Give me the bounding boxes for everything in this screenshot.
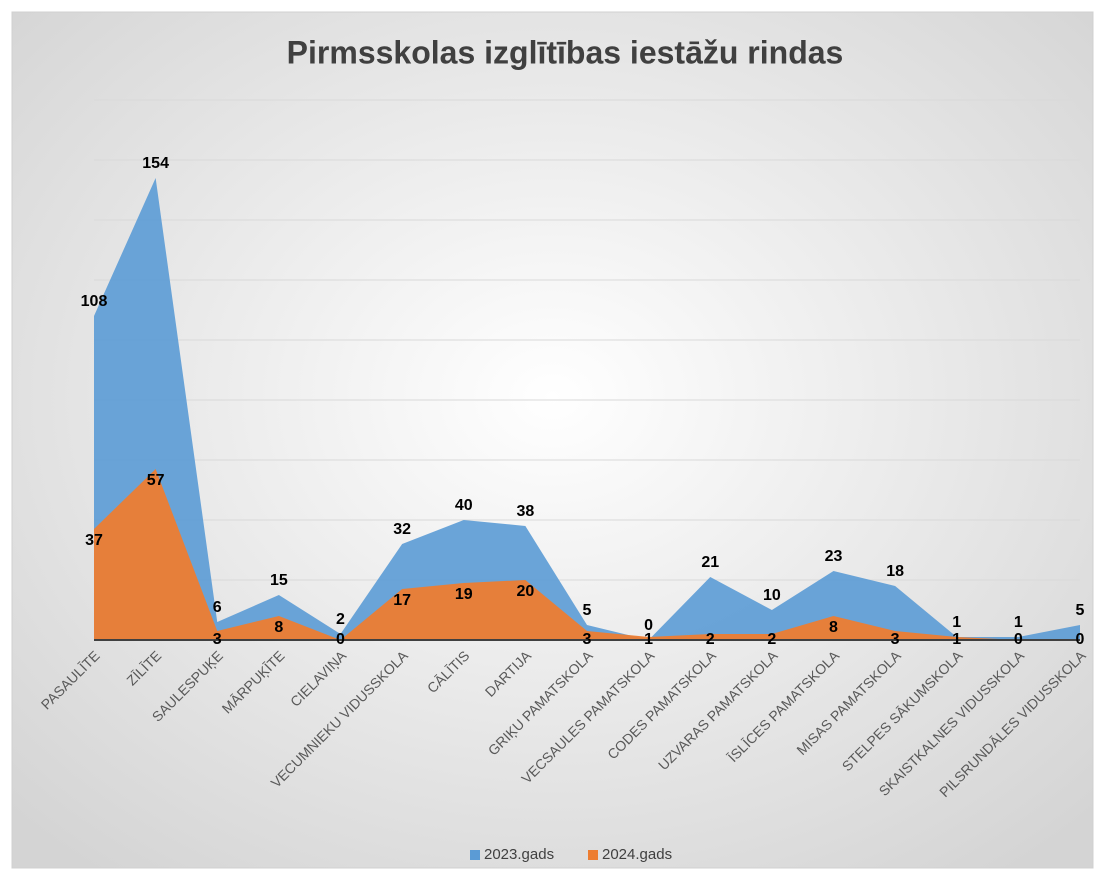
data-label: 2	[767, 631, 776, 648]
data-label: 1	[952, 631, 961, 648]
data-label: 2	[706, 631, 715, 648]
data-label: 10	[763, 587, 781, 604]
data-label: 0	[336, 631, 345, 648]
data-label: 17	[393, 592, 411, 609]
data-label: 3	[213, 631, 222, 648]
data-label: 40	[455, 497, 473, 514]
data-label: 23	[825, 548, 843, 565]
data-label: 1	[644, 631, 653, 648]
data-label: 8	[829, 619, 838, 636]
data-label: 19	[455, 586, 473, 603]
data-label: 154	[142, 155, 169, 172]
data-label: 5	[583, 602, 592, 619]
data-label: 1	[1014, 614, 1023, 631]
data-label: 108	[81, 293, 108, 310]
data-label: 3	[583, 631, 592, 648]
data-label: 0	[644, 617, 653, 634]
data-label: 57	[147, 472, 165, 489]
data-label: 5	[1076, 602, 1085, 619]
data-label: 1	[952, 614, 961, 631]
data-label: 15	[270, 572, 288, 589]
data-label: 37	[85, 532, 103, 549]
data-label: 3	[891, 631, 900, 648]
legend-label: 2023.gads	[484, 846, 554, 863]
data-label: 18	[886, 563, 904, 580]
legend-swatch	[470, 850, 480, 860]
area	[94, 469, 1080, 640]
data-label: 20	[516, 583, 534, 600]
data-label: 32	[393, 521, 411, 538]
chart-background	[11, 11, 1094, 869]
data-label: 2	[336, 611, 345, 628]
data-label: 8	[274, 619, 283, 636]
data-label: 0	[1076, 631, 1085, 648]
legend-label: 2024.gads	[602, 846, 672, 863]
legend-swatch	[588, 850, 598, 860]
data-label: 6	[213, 599, 222, 616]
data-label: 21	[701, 554, 719, 571]
data-label: 0	[1014, 631, 1023, 648]
data-label: 38	[516, 503, 534, 520]
chart-title: Pirmsskolas izglītības iestāžu rindas	[287, 34, 844, 70]
